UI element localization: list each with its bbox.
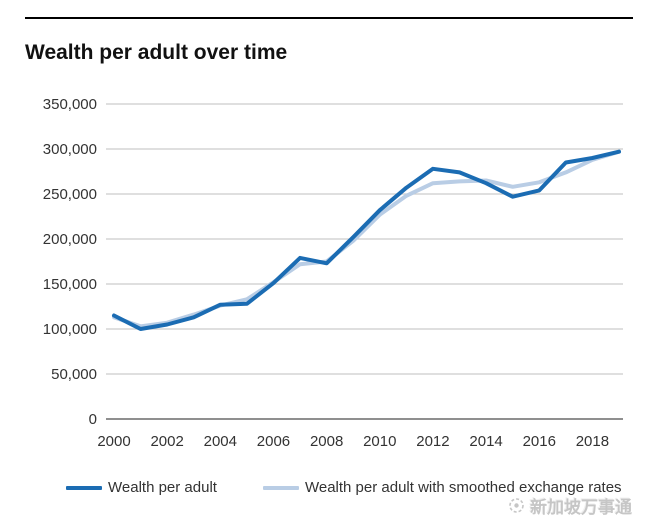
chart-legend: Wealth per adult Wealth per adult with s… [66,479,622,496]
watermark-logo-icon [508,497,525,514]
legend-label-wealth-per-adult: Wealth per adult [108,479,217,496]
x-tick-label: 2006 [257,433,290,450]
x-tick-label: 2016 [523,433,556,450]
y-tick-label: 350,000 [43,96,97,113]
y-tick-label: 300,000 [43,141,97,158]
y-tick-label: 0 [89,411,97,428]
watermark: 新加坡万事通 [508,493,632,518]
legend-swatch-smoothed [262,485,299,490]
legend-label-smoothed: Wealth per adult with smoothed exchange … [304,479,622,496]
x-tick-label: 2014 [469,433,502,450]
y-tick-label: 50,000 [51,366,97,383]
y-tick-label: 150,000 [43,276,97,293]
y-tick-label: 200,000 [43,231,97,248]
y-tick-label: 100,000 [43,321,97,338]
x-tick-label: 2008 [310,433,343,450]
x-tick-label: 2012 [416,433,449,450]
legend-item-smoothed: Wealth per adult with smoothed exchange … [262,479,622,496]
legend-item-wealth-per-adult: Wealth per adult [66,479,217,496]
x-tick-label: 2004 [204,433,237,450]
legend-swatch-wealth-per-adult [66,485,102,490]
series-line-wealth-per-adult [112,149,621,331]
wealth-line-chart: 0 50,000 100,000 150,000 200,000 250,000 300,0… [43,96,623,450]
watermark-text: 新加坡万事通 [530,498,632,517]
title-rule [25,17,633,19]
x-tick-label: 2002 [150,433,183,450]
chart-title: Wealth per adult over time [25,41,288,65]
x-tick-label: 2018 [576,433,609,450]
x-tick-label: 2010 [363,433,396,450]
x-tick-label: 2000 [97,433,130,450]
y-tick-label: 250,000 [43,186,97,203]
